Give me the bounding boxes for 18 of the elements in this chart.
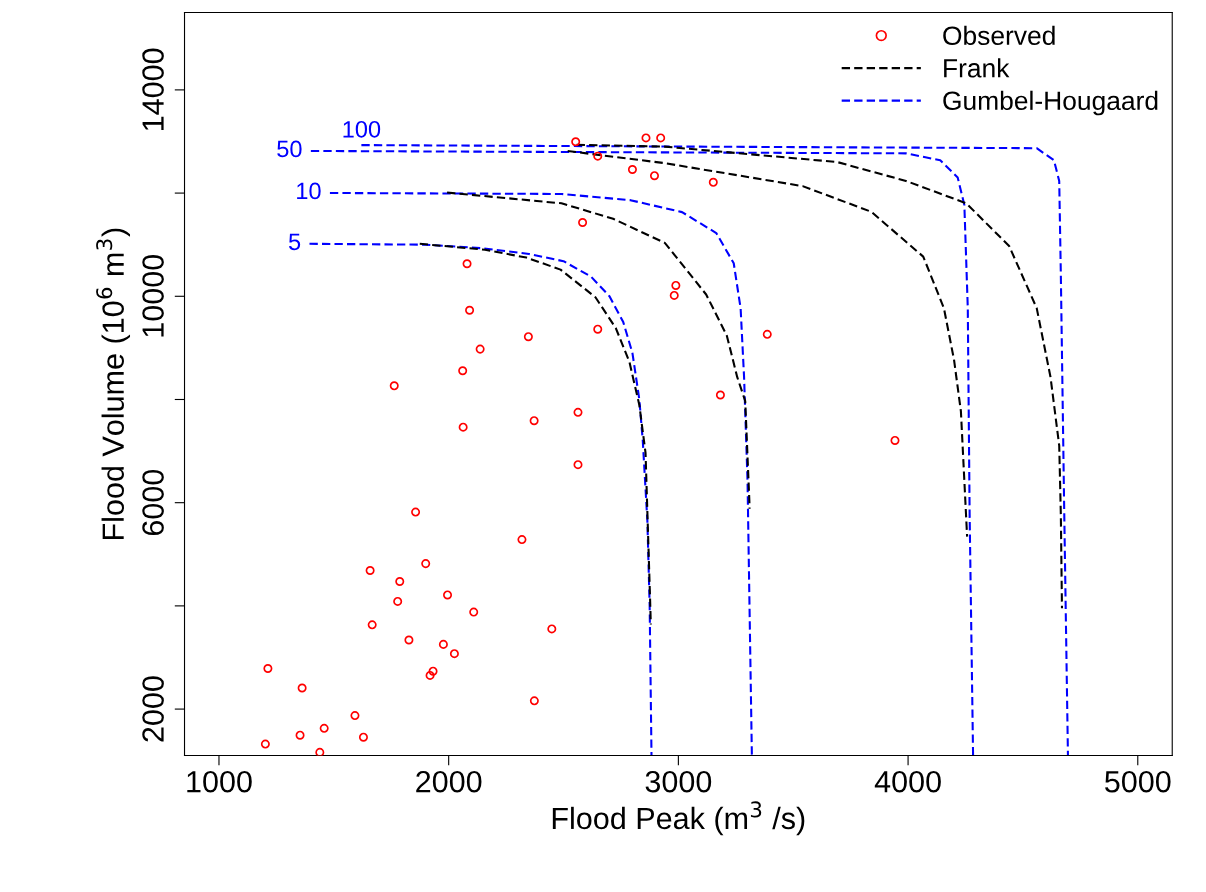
annotation: 100	[343, 120, 381, 138]
legend-label: Gumbel-Hougaard	[943, 90, 1158, 116]
legend-label: Observed	[943, 25, 1055, 46]
y-tick-label: 6000	[142, 469, 164, 536]
x-tick-label: 4000	[874, 770, 941, 793]
y-tick-label: 14000	[142, 48, 164, 131]
y-axis-title: Flood Volume (10$^{6}$ m$^{3}$)	[96, 228, 131, 540]
y-tick-label: 10000	[142, 254, 164, 337]
annotation: 5	[288, 233, 301, 251]
x-tick-label: 3000	[645, 770, 712, 793]
x-tick-label: 2000	[416, 770, 482, 793]
x-tick-label: 5000	[1105, 770, 1171, 793]
y-tick-label: 2000	[142, 676, 164, 742]
annotation: 10	[297, 182, 321, 200]
x-axis-title: Flood Peak (m$^{3}$ /s)	[552, 801, 805, 836]
legend-label: Frank	[944, 58, 1010, 78]
annotation: 50	[277, 140, 302, 158]
x-tick-label: 1000	[187, 770, 252, 793]
